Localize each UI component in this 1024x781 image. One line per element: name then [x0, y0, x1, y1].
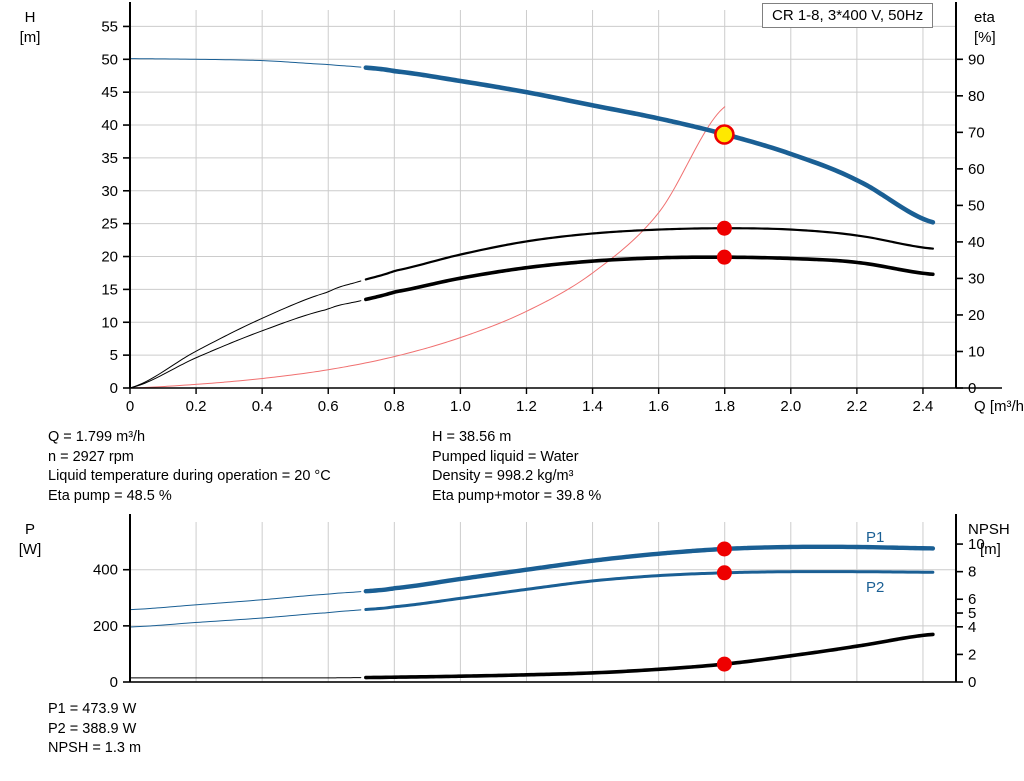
svg-text:400: 400: [93, 562, 118, 579]
svg-text:0: 0: [110, 380, 118, 397]
svg-text:35: 35: [101, 150, 118, 167]
svg-text:[m]: [m]: [20, 29, 41, 46]
power-notes: P1 = 473.9 W P2 = 388.9 W NPSH = 1.3 m: [48, 700, 141, 759]
svg-text:6: 6: [968, 591, 976, 608]
svg-text:P: P: [25, 521, 35, 538]
chart-title-box: CR 1-8, 3*400 V, 50Hz: [762, 3, 934, 28]
svg-text:0: 0: [126, 398, 134, 415]
note-eta-pump-motor: Eta pump+motor = 39.8 %: [432, 487, 602, 504]
svg-text:0: 0: [968, 674, 976, 691]
svg-text:P1: P1: [866, 529, 884, 546]
note-liquid-temp: Liquid temperature during operation = 20…: [48, 468, 331, 484]
svg-text:200: 200: [93, 618, 118, 635]
svg-text:40: 40: [101, 117, 118, 134]
svg-text:0.2: 0.2: [186, 398, 207, 415]
svg-text:2.2: 2.2: [846, 398, 867, 415]
note-p2: P2 = 388.9 W: [48, 720, 137, 737]
svg-text:4: 4: [968, 619, 976, 636]
chart-title-label: CR 1-8, 3*400 V, 50Hz: [772, 7, 924, 24]
svg-text:25: 25: [101, 216, 118, 233]
svg-text:Q [m³/h]: Q [m³/h]: [974, 398, 1024, 415]
svg-text:NPSH: NPSH: [968, 521, 1010, 538]
svg-text:0.6: 0.6: [318, 398, 339, 415]
svg-text:P2: P2: [866, 579, 884, 596]
svg-text:50: 50: [101, 51, 118, 68]
svg-text:10: 10: [101, 314, 118, 331]
power-npsh-chart: 0 200 400 0 2 456 8 10 P [W] NPSH [m] P1 P2: [19, 514, 1010, 691]
svg-text:10: 10: [968, 536, 985, 553]
svg-text:2.0: 2.0: [780, 398, 801, 415]
svg-text:55: 55: [101, 18, 118, 35]
svg-text:2.4: 2.4: [913, 398, 934, 415]
note-h: H = 38.56 m: [432, 429, 512, 445]
svg-text:[%]: [%]: [974, 29, 996, 46]
note-q: Q = 1.799 m³/h: [48, 429, 146, 445]
svg-text:30: 30: [968, 270, 985, 287]
svg-text:H: H: [25, 9, 36, 26]
svg-text:30: 30: [101, 183, 118, 200]
note-npsh: NPSH = 1.3 m: [48, 740, 142, 756]
svg-text:[m]: [m]: [980, 541, 1001, 558]
svg-text:0: 0: [110, 674, 118, 691]
svg-text:60: 60: [968, 161, 985, 178]
svg-text:[W]: [W]: [19, 541, 42, 558]
svg-text:70: 70: [968, 124, 985, 141]
svg-text:50: 50: [968, 197, 985, 214]
note-n: n = 2927 rpm: [48, 448, 134, 465]
svg-text:15: 15: [101, 281, 118, 298]
svg-text:0: 0: [968, 380, 976, 397]
svg-text:8: 8: [968, 564, 976, 581]
svg-text:5: 5: [968, 605, 976, 622]
svg-text:1.8: 1.8: [714, 398, 735, 415]
note-p1: P1 = 473.9 W: [48, 701, 137, 717]
svg-text:80: 80: [968, 88, 985, 105]
note-pumped-liquid: Pumped liquid = Water: [432, 448, 579, 465]
svg-text:0.4: 0.4: [252, 398, 273, 415]
svg-text:0.8: 0.8: [384, 398, 405, 415]
svg-text:1.4: 1.4: [582, 398, 603, 415]
svg-text:20: 20: [101, 249, 118, 266]
note-density: Density = 998.2 kg/m³: [432, 468, 574, 484]
svg-text:1.0: 1.0: [450, 398, 471, 415]
svg-text:eta: eta: [974, 9, 996, 26]
svg-text:40: 40: [968, 234, 985, 251]
svg-text:5: 5: [110, 347, 118, 364]
svg-text:10: 10: [968, 343, 985, 360]
svg-text:90: 90: [968, 51, 985, 68]
svg-text:1.6: 1.6: [648, 398, 669, 415]
svg-text:1.2: 1.2: [516, 398, 537, 415]
note-eta-pump: Eta pump = 48.5 %: [48, 487, 172, 504]
svg-text:20: 20: [968, 307, 985, 324]
svg-text:2: 2: [968, 646, 976, 663]
operating-notes-right: H = 38.56 m Pumped liquid = Water Densit…: [432, 428, 601, 506]
head-efficiency-chart: 0 5 10 15 20 25 30 35 40 45 50 55 0 10 20 30 40 50 60 70 80 9…: [20, 2, 1024, 415]
operating-notes-left: Q = 1.799 m³/h n = 2927 rpm Liquid tempe…: [48, 428, 331, 506]
svg-text:45: 45: [101, 84, 118, 101]
